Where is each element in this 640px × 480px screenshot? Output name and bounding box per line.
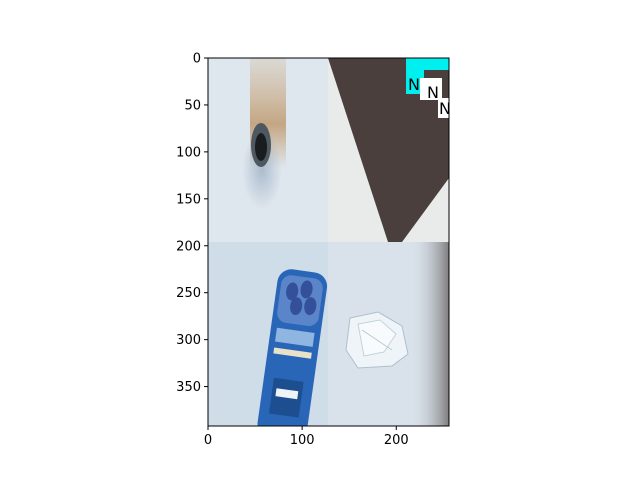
y-axis: 0 50 100 150 200 250 300 350	[176, 52, 208, 395]
x-tick-label: 0	[204, 433, 212, 448]
y-tick-label: 0	[193, 52, 201, 67]
snack-can-panel	[208, 242, 328, 426]
x-tick-label: 200	[384, 433, 409, 448]
overlay-letter-1: N	[408, 75, 420, 94]
overlay-letter-3: N	[439, 99, 451, 118]
y-tick-label: 350	[176, 380, 201, 395]
y-tick-label: 50	[184, 98, 201, 113]
y-tick-label: 200	[176, 239, 201, 254]
y-tick-label: 100	[176, 145, 201, 160]
pipe-hole-panel	[208, 58, 328, 242]
y-tick-label: 250	[176, 286, 201, 301]
x-tick-label: 100	[290, 433, 315, 448]
dark-wedge-panel: N N N	[328, 58, 451, 242]
axes-frame	[207, 57, 450, 427]
plastic-wrapper-panel	[328, 242, 449, 426]
overlay-letter-2: N	[427, 83, 439, 102]
y-tick-label: 150	[176, 192, 201, 207]
x-axis: 0 100 200	[204, 426, 409, 448]
y-tick-label: 300	[176, 333, 201, 348]
